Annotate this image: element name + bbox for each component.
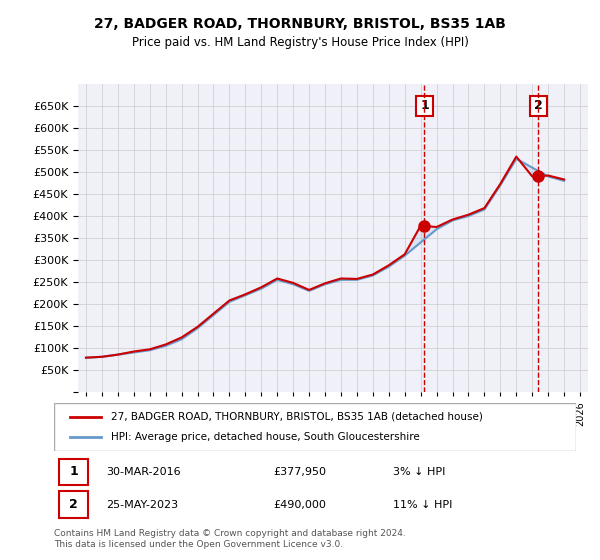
Text: 3% ↓ HPI: 3% ↓ HPI — [394, 467, 446, 477]
Text: 27, BADGER ROAD, THORNBURY, BRISTOL, BS35 1AB (detached house): 27, BADGER ROAD, THORNBURY, BRISTOL, BS3… — [112, 412, 483, 422]
Text: Price paid vs. HM Land Registry's House Price Index (HPI): Price paid vs. HM Land Registry's House … — [131, 36, 469, 49]
Text: 30-MAR-2016: 30-MAR-2016 — [106, 467, 181, 477]
Text: £377,950: £377,950 — [273, 467, 326, 477]
FancyBboxPatch shape — [59, 459, 88, 485]
Text: 1: 1 — [420, 100, 429, 113]
Text: HPI: Average price, detached house, South Gloucestershire: HPI: Average price, detached house, Sout… — [112, 432, 420, 442]
Text: Contains HM Land Registry data © Crown copyright and database right 2024.
This d: Contains HM Land Registry data © Crown c… — [54, 529, 406, 549]
Text: 25-MAY-2023: 25-MAY-2023 — [106, 500, 178, 510]
FancyBboxPatch shape — [54, 403, 576, 451]
Text: 11% ↓ HPI: 11% ↓ HPI — [394, 500, 452, 510]
Text: £490,000: £490,000 — [273, 500, 326, 510]
Text: 27, BADGER ROAD, THORNBURY, BRISTOL, BS35 1AB: 27, BADGER ROAD, THORNBURY, BRISTOL, BS3… — [94, 17, 506, 31]
FancyBboxPatch shape — [59, 492, 88, 518]
Text: 1: 1 — [69, 465, 78, 478]
Text: 2: 2 — [534, 100, 543, 113]
Text: 2: 2 — [69, 498, 78, 511]
